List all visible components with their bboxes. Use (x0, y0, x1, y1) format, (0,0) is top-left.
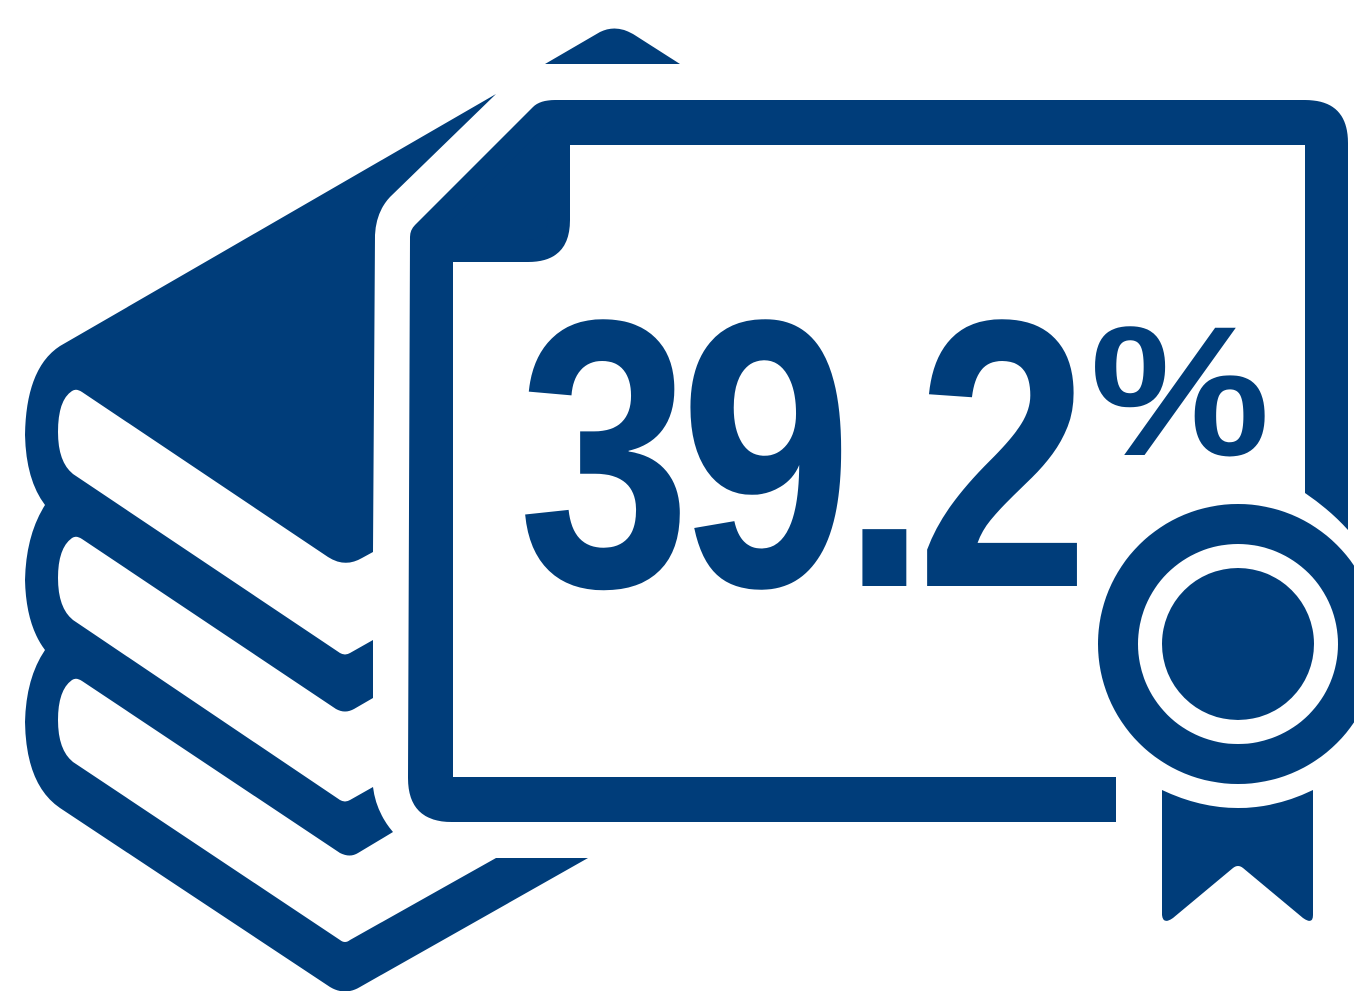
certificate-folded-corner (450, 124, 548, 240)
award-medal-center (1162, 568, 1314, 720)
award-ribbon-tail (1162, 790, 1313, 921)
statistic-number: 39.2 (518, 240, 1082, 667)
statistic-percent-sign: % (1090, 289, 1270, 495)
statistic-value-group: 39.2 % (518, 240, 1270, 667)
award-ribbon-icon (1098, 504, 1354, 921)
book-top-lid-upper (545, 28, 680, 65)
book-top-lid (25, 94, 588, 991)
certificate-icon (408, 100, 1348, 822)
books-stack-icon (25, 28, 680, 991)
